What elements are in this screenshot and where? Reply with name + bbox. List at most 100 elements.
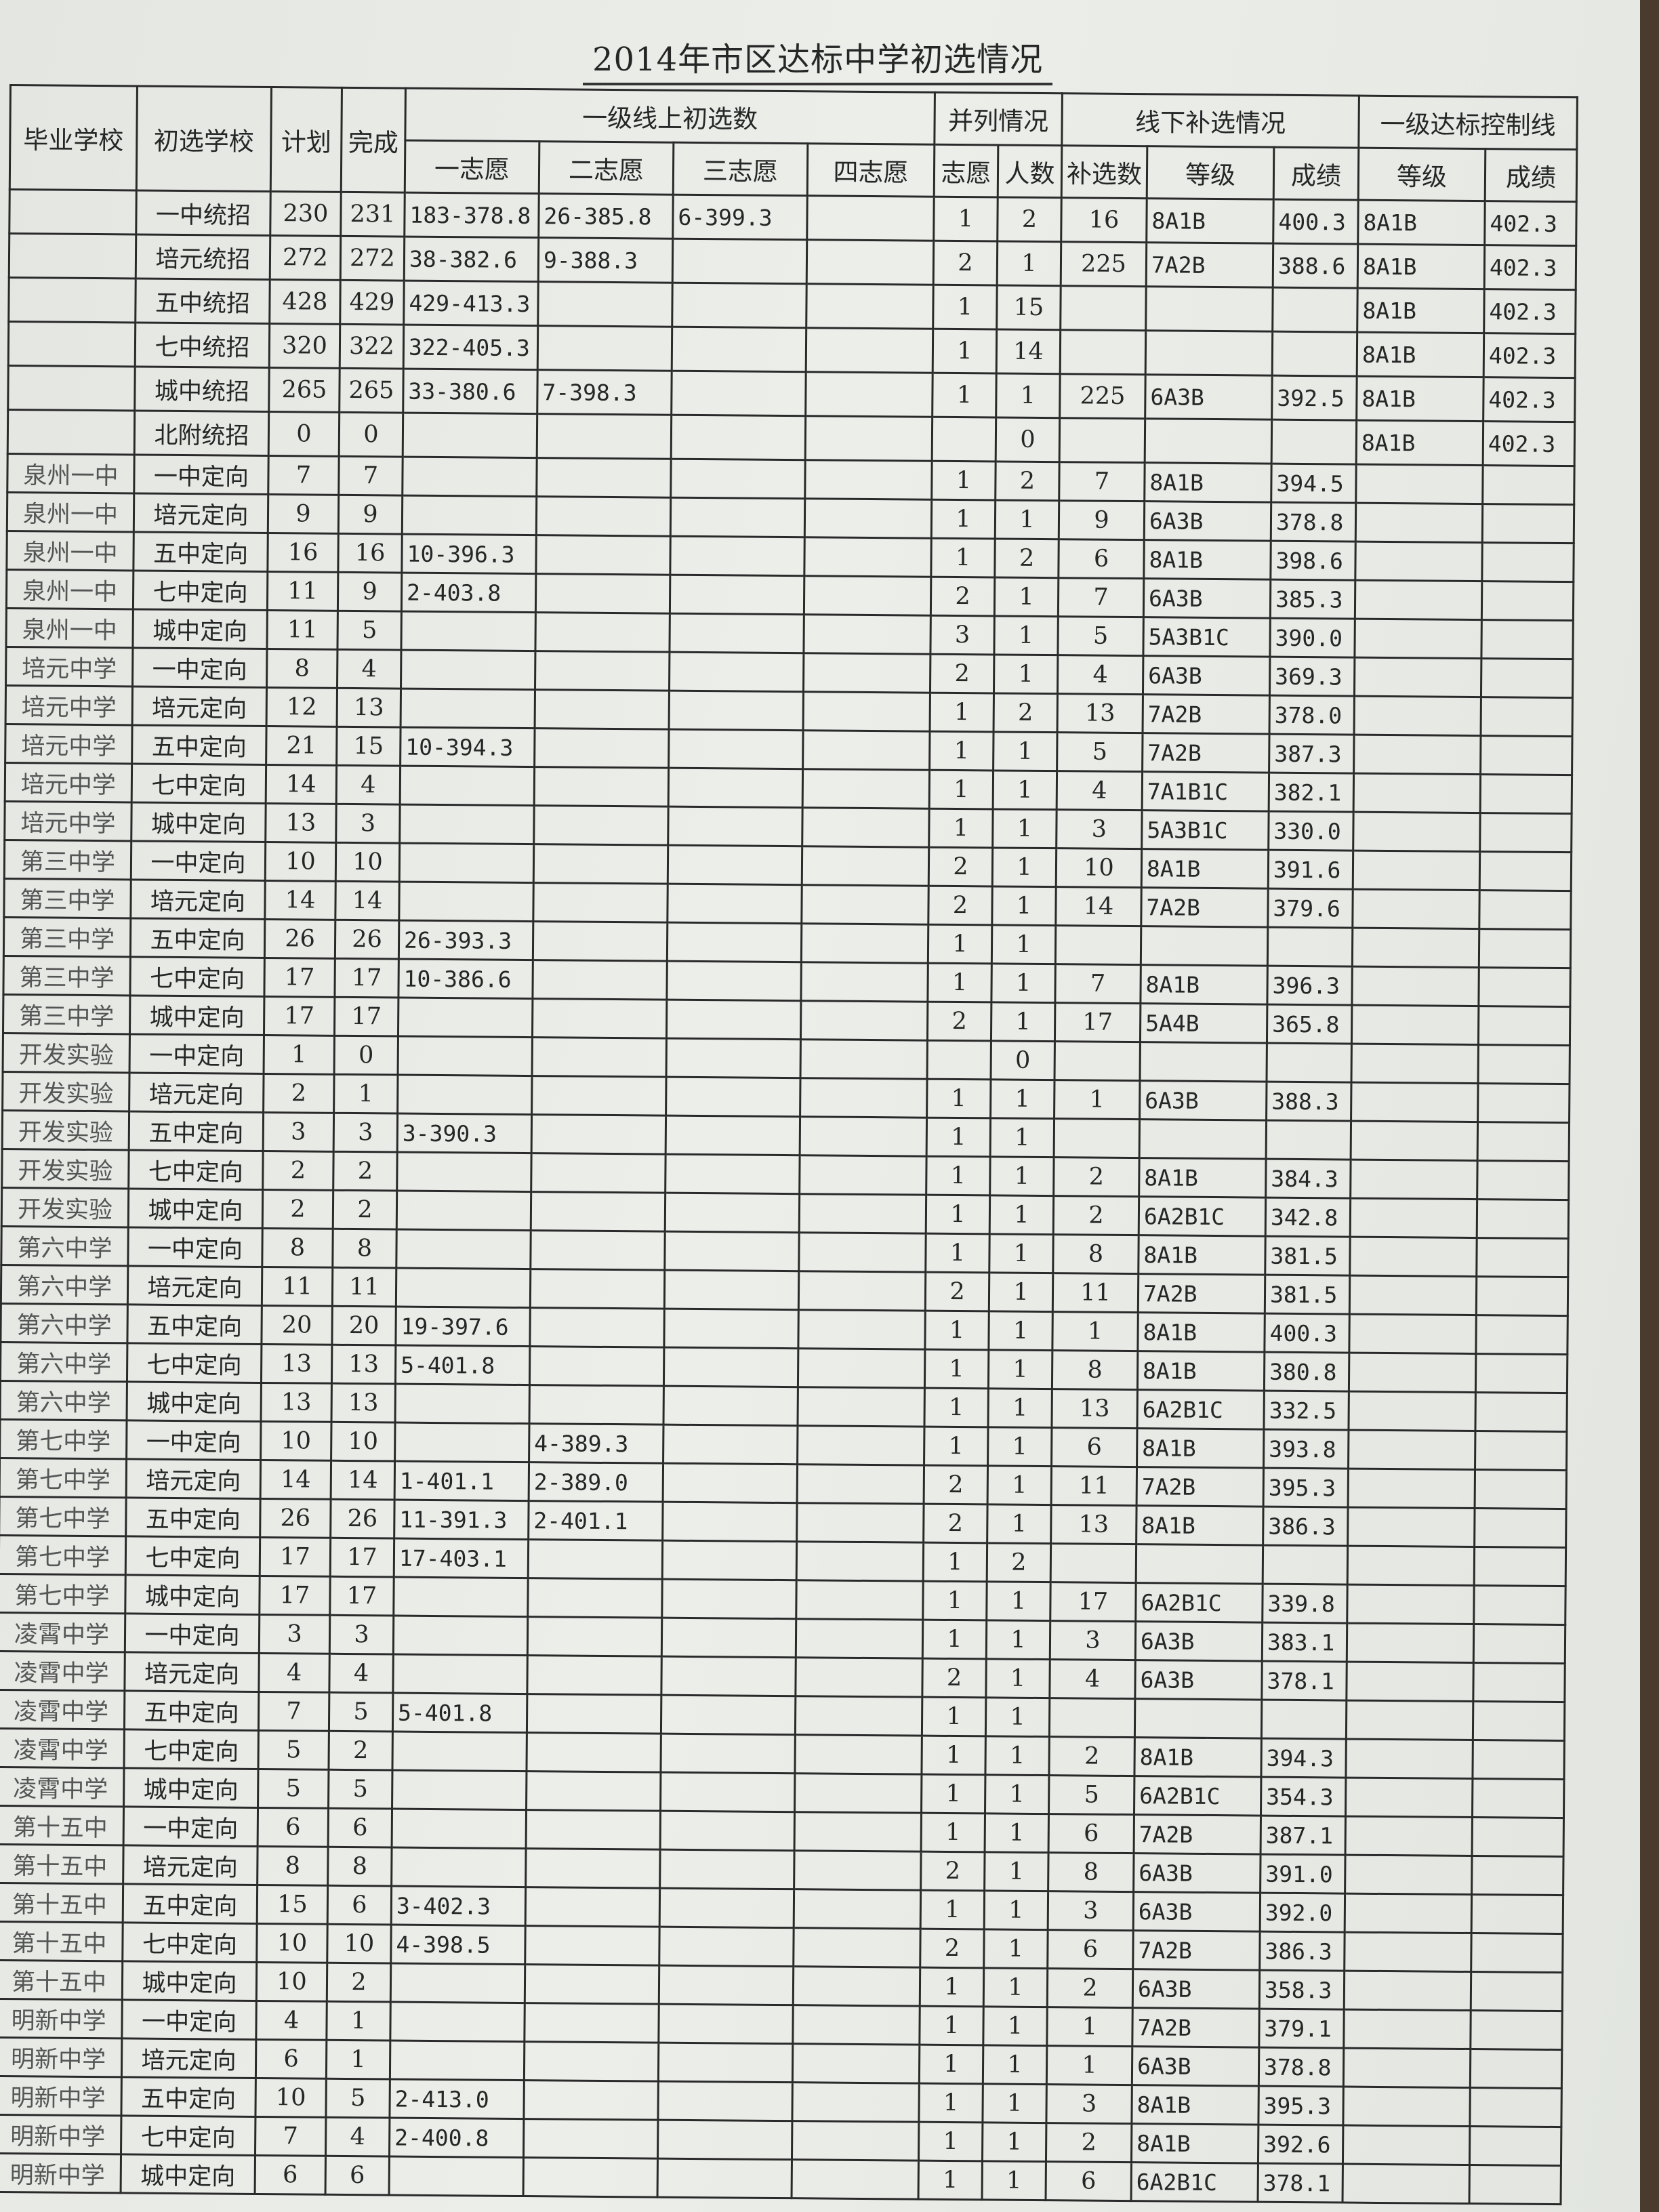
cell-vol2 <box>537 413 672 459</box>
cell-supp-score <box>1271 419 1357 465</box>
cell-vol4 <box>805 371 933 417</box>
cell-ctrl-grade <box>1354 619 1482 659</box>
cell-tie-count: 1 <box>996 373 1061 418</box>
cell-tie-count: 15 <box>996 285 1061 330</box>
cell-vol3 <box>660 1811 795 1851</box>
cell-vol1 <box>391 1847 527 1887</box>
cell-done: 17 <box>329 1576 394 1616</box>
cell-vol1: 38-382.6 <box>404 237 539 282</box>
cell-supp-grade <box>1136 1544 1263 1584</box>
cell-done: 322 <box>340 324 404 369</box>
cell-tie-vol: 2 <box>920 1929 985 1968</box>
cell-select-school: 城中定向 <box>125 1574 260 1615</box>
cell-vol3 <box>672 239 807 284</box>
cell-vol3 <box>669 691 804 731</box>
cell-ctrl-grade <box>1345 1893 1472 1933</box>
cell-ctrl-score <box>1477 1044 1570 1084</box>
cell-ctrl-grade <box>1347 1546 1475 1586</box>
cell-supp-score: 387.1 <box>1261 1816 1346 1856</box>
cell-supp-grade: 7A2B <box>1134 1814 1261 1855</box>
cell-ctrl-grade <box>1343 2125 1470 2165</box>
cell-vol3 <box>663 1386 798 1426</box>
cell-ctrl-grade <box>1347 1507 1475 1547</box>
cell-supp-score: 379.1 <box>1258 2009 1345 2049</box>
cell-tie-vol: 1 <box>922 1697 986 1736</box>
cell-supp-grade: 8A1B <box>1136 1505 1264 1546</box>
cell-ctrl-score <box>1473 1585 1566 1625</box>
cell-vol2 <box>529 1385 664 1425</box>
cell-plan: 7 <box>268 455 340 495</box>
cell-vol3 <box>661 1656 796 1696</box>
cell-ctrl-score <box>1470 2010 1563 2050</box>
cell-ctrl-score <box>1475 1392 1568 1432</box>
cell-supp-grade <box>1140 1042 1267 1082</box>
cell-supp-grade: 6A3B <box>1133 1853 1261 1893</box>
cell-ctrl-score <box>1481 619 1574 659</box>
cell-supp-count: 13 <box>1051 1389 1138 1429</box>
cell-supp-grade: 6A3B <box>1143 578 1271 619</box>
cell-ctrl-grade <box>1347 1623 1474 1663</box>
cell-done: 0 <box>339 412 403 457</box>
cell-ctrl-score <box>1472 1778 1564 1818</box>
cell-done: 10 <box>327 1924 392 1964</box>
cell-grad-school: 培元中学 <box>5 647 133 687</box>
cell-vol2: 7-398.3 <box>537 369 672 415</box>
cell-grad-school: 第十五中 <box>0 1844 124 1884</box>
cell-ctrl-score <box>1473 1624 1565 1664</box>
cell-vol3 <box>661 1579 797 1619</box>
cell-supp-count: 7 <box>1058 577 1144 617</box>
cell-tie-vol: 1 <box>924 1388 989 1427</box>
cell-supp-count: 2 <box>1047 1968 1133 2008</box>
cell-done: 4 <box>336 765 401 805</box>
cell-supp-count: 11 <box>1052 1273 1139 1313</box>
cell-ctrl-score <box>1471 1971 1563 2011</box>
cell-done: 16 <box>337 533 403 573</box>
cell-select-school: 五中定向 <box>125 1497 261 1538</box>
cell-vol3 <box>668 806 803 846</box>
cell-supp-count: 17 <box>1054 1002 1141 1042</box>
cell-supp-grade: 6A2B1C <box>1134 1776 1261 1816</box>
cell-supp-score: 400.3 <box>1273 199 1359 245</box>
cell-ctrl-grade <box>1348 1469 1475 1509</box>
cell-done: 231 <box>340 192 405 237</box>
cell-ctrl-grade <box>1351 966 1479 1006</box>
cell-supp-score: 369.3 <box>1269 657 1355 697</box>
cell-plan: 14 <box>264 880 336 920</box>
cell-vol3 <box>670 459 806 499</box>
cell-vol1 <box>397 1075 533 1115</box>
cell-grad-school <box>9 233 136 279</box>
cell-tie-count: 0 <box>991 1040 1055 1080</box>
cell-vol4 <box>800 1078 928 1118</box>
cell-plan: 10 <box>255 2078 327 2118</box>
cell-ctrl-grade <box>1354 657 1481 697</box>
header-ctrl-score: 成绩 <box>1485 148 1577 202</box>
cell-tie-count: 1 <box>994 615 1059 655</box>
cell-vol4 <box>801 884 929 925</box>
cell-select-school: 五中定向 <box>130 918 265 958</box>
cell-vol1 <box>398 998 533 1038</box>
cell-tie-vol: 1 <box>931 461 996 500</box>
cell-ctrl-grade <box>1349 1314 1477 1354</box>
cell-vol1: 5-401.8 <box>395 1345 530 1385</box>
cell-vol4 <box>806 239 934 285</box>
header-supp-count: 补选数 <box>1061 145 1147 199</box>
cell-tie-vol: 2 <box>928 847 993 886</box>
cell-tie-count: 1 <box>986 1620 1050 1660</box>
cell-supp-score: 339.8 <box>1262 1584 1348 1624</box>
cell-ctrl-grade <box>1346 1662 1474 1702</box>
cell-vol4 <box>794 1850 922 1891</box>
cell-select-school: 五中定向 <box>121 2076 256 2117</box>
cell-ctrl-score <box>1479 851 1572 891</box>
cell-select-school: 五中统招 <box>135 278 270 324</box>
cell-supp-count: 5 <box>1057 616 1144 656</box>
cell-select-school: 城中定向 <box>122 1961 257 2001</box>
cell-vol1 <box>393 1577 529 1617</box>
cell-done: 272 <box>340 236 405 281</box>
cell-supp-grade: 8A1B <box>1137 1312 1265 1353</box>
cell-tie-count: 1 <box>989 1195 1054 1235</box>
cell-tie-vol: 1 <box>926 1195 990 1234</box>
cell-plan: 10 <box>260 1421 332 1461</box>
cell-supp-count <box>1050 1543 1136 1583</box>
cell-supp-count: 7 <box>1059 462 1145 501</box>
cell-vol2 <box>531 1076 667 1116</box>
